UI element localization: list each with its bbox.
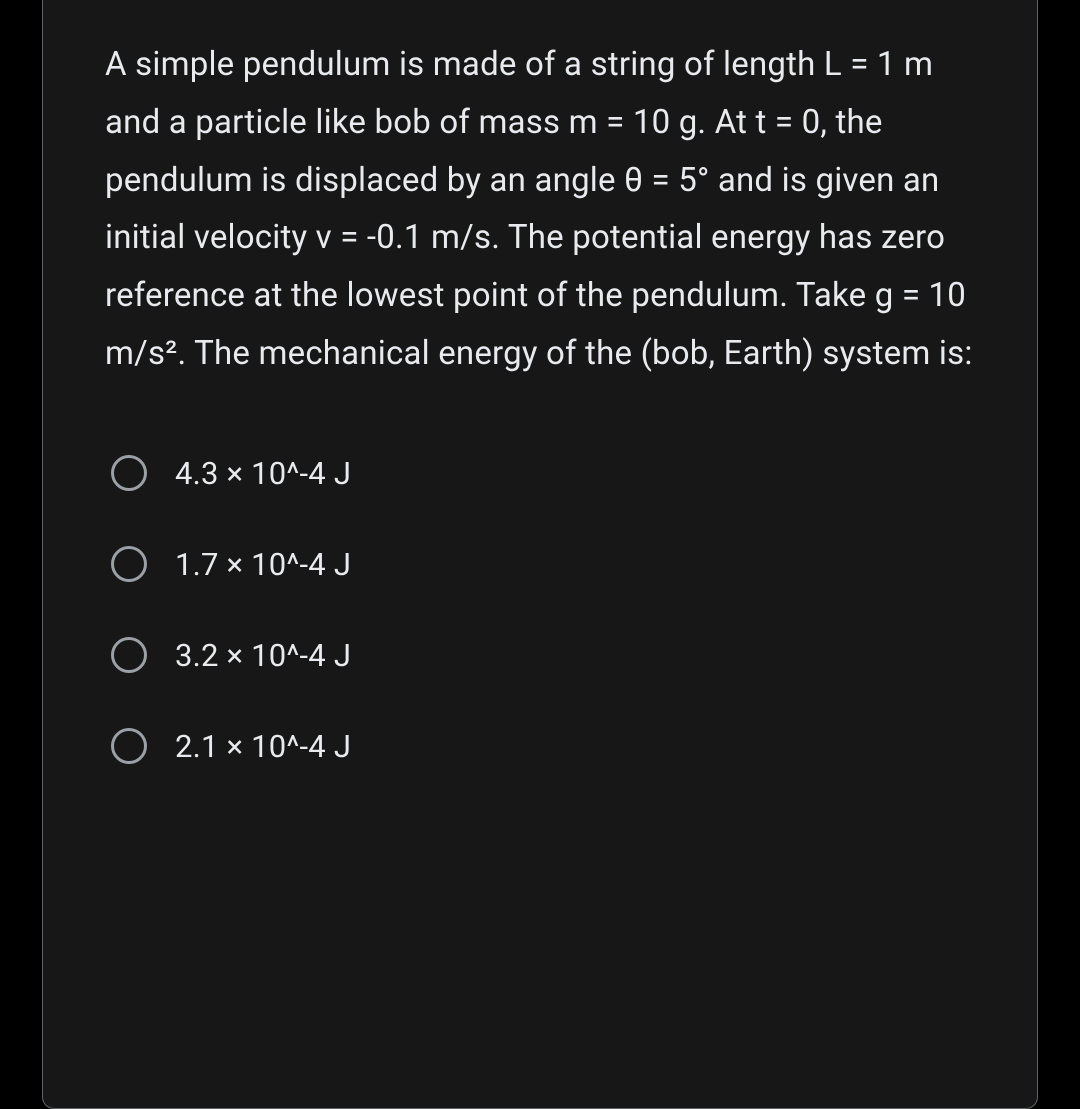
radio-icon: [111, 546, 147, 582]
options-group: 4.3 × 10^-4 J 1.7 × 10^-4 J 3.2 × 10^-4 …: [105, 455, 975, 765]
radio-icon: [111, 637, 147, 673]
radio-icon: [111, 455, 147, 491]
question-text: A simple pendulum is made of a string of…: [105, 36, 975, 383]
option-label: 3.2 × 10^-4 J: [175, 637, 351, 674]
option-2[interactable]: 1.7 × 10^-4 J: [111, 546, 975, 583]
question-card: A simple pendulum is made of a string of…: [42, 0, 1038, 1109]
page-container: A simple pendulum is made of a string of…: [0, 0, 1080, 1109]
option-label: 4.3 × 10^-4 J: [175, 455, 351, 492]
option-label: 1.7 × 10^-4 J: [175, 546, 351, 583]
option-3[interactable]: 3.2 × 10^-4 J: [111, 637, 975, 674]
option-4[interactable]: 2.1 × 10^-4 J: [111, 728, 975, 765]
option-1[interactable]: 4.3 × 10^-4 J: [111, 455, 975, 492]
option-label: 2.1 × 10^-4 J: [175, 728, 351, 765]
radio-icon: [111, 728, 147, 764]
